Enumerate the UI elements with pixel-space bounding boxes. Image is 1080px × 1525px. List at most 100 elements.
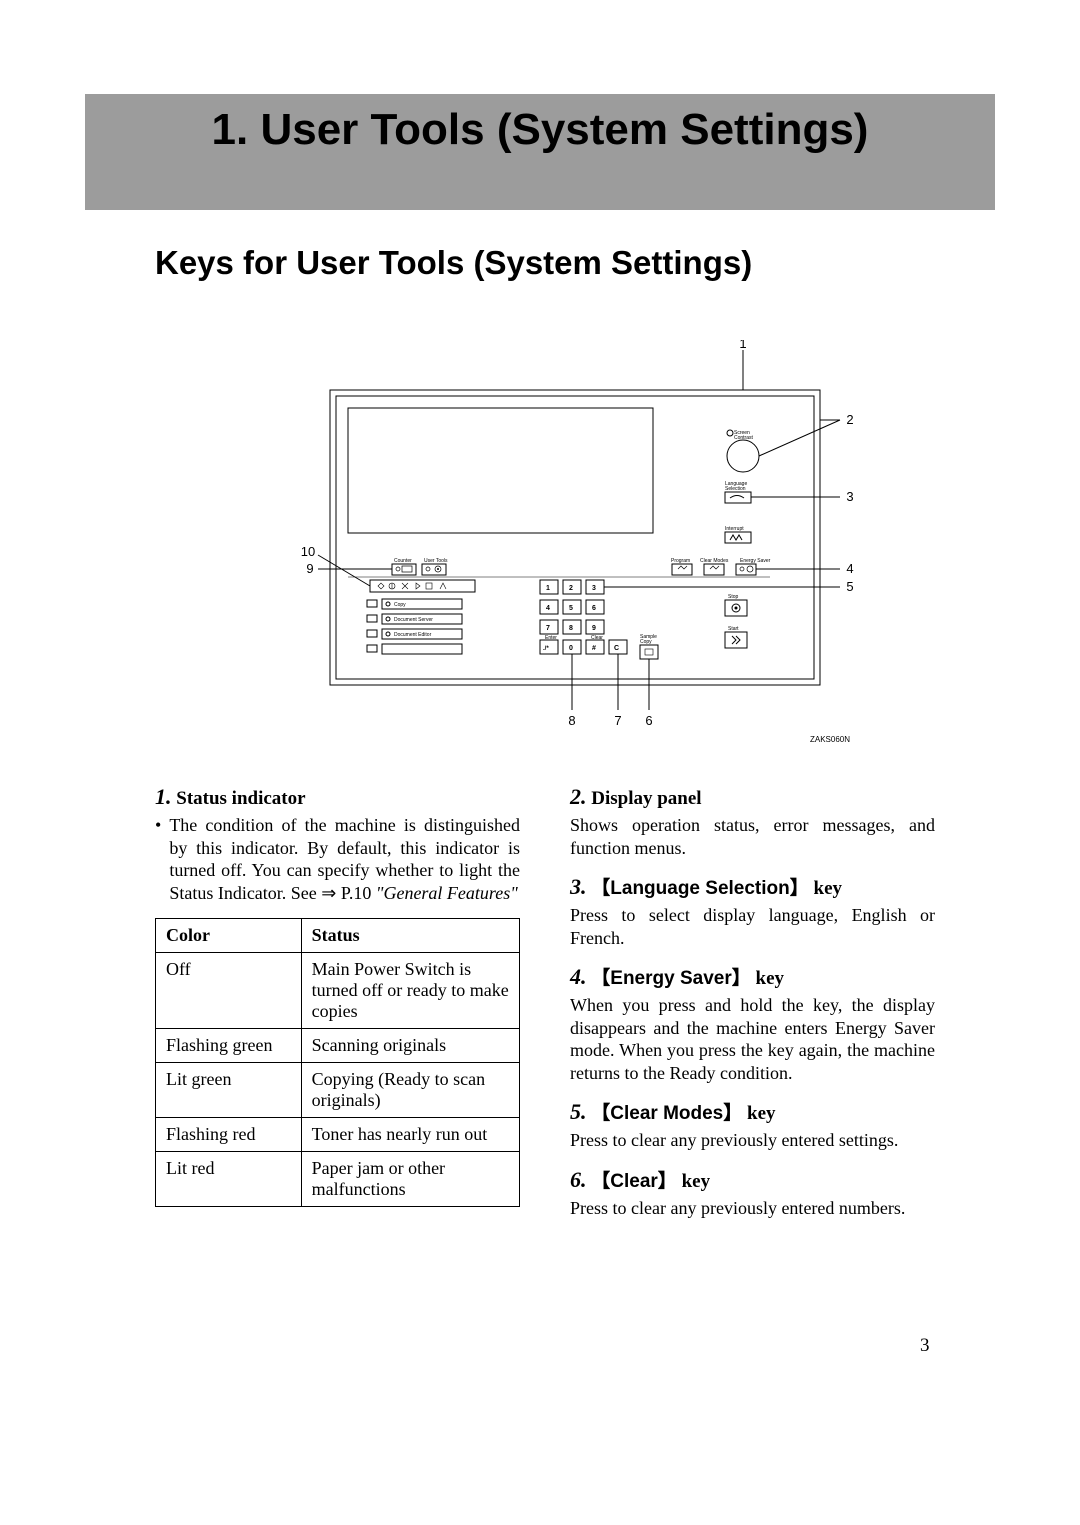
bracket-icon: 【 [591, 968, 610, 989]
item-6-suffix: key [677, 1171, 710, 1192]
item-6-body: Press to clear any previously entered nu… [570, 1197, 935, 1220]
item-4-num: 4. [570, 964, 587, 989]
control-panel-diagram: Screen Contrast Language Selection Inter… [300, 340, 870, 750]
columns: 1. Status indicator • The condition of t… [155, 770, 935, 1219]
svg-text:6: 6 [645, 713, 652, 728]
cell: Copying (Ready to scan originals) [301, 1063, 519, 1118]
cell: Flashing green [156, 1029, 302, 1063]
svg-text:6: 6 [592, 605, 596, 612]
svg-text:Copy: Copy [640, 639, 652, 645]
svg-text:./*: ./* [543, 646, 549, 652]
item-4-body: When you press and hold the key, the dis… [570, 994, 935, 1084]
item-6-key: Clear [610, 1171, 658, 1192]
item-3-key: Language Selection [610, 878, 789, 899]
item-1-body: The condition of the machine is distingu… [169, 814, 520, 904]
right-column: 2. Display panel Shows operation status,… [570, 770, 935, 1219]
cell: Toner has nearly run out [301, 1118, 519, 1152]
cell: Lit green [156, 1063, 302, 1118]
svg-text:7: 7 [614, 713, 621, 728]
svg-text:8: 8 [568, 713, 575, 728]
bracket-icon: 【 [591, 1171, 610, 1192]
table-row: Flashing green Scanning originals [156, 1029, 520, 1063]
svg-text:0: 0 [569, 645, 573, 652]
item-1-bullet: • The condition of the machine is distin… [155, 814, 520, 904]
item-2-num: 2. [570, 784, 587, 809]
item-1-num: 1. [155, 784, 172, 809]
table-header-row: Color Status [156, 919, 520, 953]
cell: Main Power Switch is turned off or ready… [301, 953, 519, 1029]
svg-text:Program: Program [671, 558, 690, 564]
svg-text:Copy: Copy [394, 602, 406, 608]
svg-text:8: 8 [569, 625, 573, 632]
svg-text:Energy Saver: Energy Saver [740, 558, 771, 564]
status-table: Color Status Off Main Power Switch is tu… [155, 918, 520, 1207]
item-5-heading: 5. 【Clear Modes】 key [570, 1098, 935, 1125]
item-6-num: 6. [570, 1167, 587, 1192]
item-6-heading: 6. 【Clear】 key [570, 1166, 935, 1193]
item-3-num: 3. [570, 874, 587, 899]
item-2-heading: 2. Display panel [570, 784, 935, 810]
item-3-body: Press to select display language, Englis… [570, 904, 935, 949]
svg-text:3: 3 [592, 585, 596, 592]
cell: Lit red [156, 1152, 302, 1207]
bracket-icon: 【 [591, 878, 610, 899]
svg-text:5: 5 [846, 579, 853, 594]
svg-text:4: 4 [846, 561, 853, 576]
bracket-icon: 【 [591, 1103, 610, 1124]
cell: Flashing red [156, 1118, 302, 1152]
item-4-suffix: key [751, 968, 784, 989]
svg-text:10: 10 [301, 544, 315, 559]
section-title: Keys for User Tools (System Settings) [155, 244, 752, 282]
cell: Scanning originals [301, 1029, 519, 1063]
item-5-suffix: key [742, 1103, 775, 1124]
svg-text:Selection: Selection [725, 486, 746, 492]
svg-text:7: 7 [546, 625, 550, 632]
th-status: Status [301, 919, 519, 953]
page-number: 3 [920, 1335, 930, 1357]
svg-text:#: # [592, 645, 596, 652]
table-row: Off Main Power Switch is turned off or r… [156, 953, 520, 1029]
svg-text:Stop: Stop [728, 594, 739, 600]
svg-text:Start: Start [728, 626, 739, 632]
bracket-icon: 】 [732, 968, 751, 989]
item-3-heading: 3. 【Language Selection】 key [570, 873, 935, 900]
svg-text:C: C [614, 645, 619, 652]
svg-text:1: 1 [739, 340, 746, 351]
svg-text:9: 9 [306, 561, 313, 576]
svg-text:2: 2 [569, 585, 573, 592]
chapter-title: 1. User Tools (System Settings) [85, 105, 995, 155]
svg-text:9: 9 [592, 625, 596, 632]
svg-text:3: 3 [846, 489, 853, 504]
svg-text:4: 4 [546, 605, 550, 612]
item-1-heading: 1. Status indicator [155, 784, 520, 810]
item-5-num: 5. [570, 1099, 587, 1124]
svg-text:Interrupt: Interrupt [725, 526, 744, 532]
cell: Off [156, 953, 302, 1029]
item-4-key: Energy Saver [610, 968, 731, 989]
item-1-title: Status indicator [176, 788, 305, 809]
svg-text:5: 5 [569, 605, 573, 612]
bracket-icon: 】 [723, 1103, 742, 1124]
item-5-key: Clear Modes [610, 1103, 723, 1124]
svg-text:Counter: Counter [394, 558, 412, 564]
bracket-icon: 】 [658, 1171, 677, 1192]
table-row: Lit green Copying (Ready to scan origina… [156, 1063, 520, 1118]
svg-text:Document Editor: Document Editor [394, 632, 432, 638]
bullet-icon: • [155, 814, 161, 904]
item-3-suffix: key [809, 878, 842, 899]
svg-text:Clear Modes: Clear Modes [700, 558, 729, 564]
left-column: 1. Status indicator • The condition of t… [155, 770, 520, 1219]
item-2-body: Shows operation status, error messages, … [570, 814, 935, 859]
th-color: Color [156, 919, 302, 953]
item-4-heading: 4. 【Energy Saver】 key [570, 963, 935, 990]
table-row: Flashing red Toner has nearly run out [156, 1118, 520, 1152]
svg-text:2: 2 [846, 412, 853, 427]
svg-text:Document Server: Document Server [394, 617, 433, 623]
table-row: Lit red Paper jam or other malfunctions [156, 1152, 520, 1207]
svg-text:User Tools: User Tools [424, 558, 448, 564]
figure-code: ZAKS060N [810, 735, 850, 744]
item-1-ref: "General Features" [376, 883, 518, 903]
bracket-icon: 】 [790, 878, 809, 899]
cell: Paper jam or other malfunctions [301, 1152, 519, 1207]
svg-text:1: 1 [546, 585, 550, 592]
